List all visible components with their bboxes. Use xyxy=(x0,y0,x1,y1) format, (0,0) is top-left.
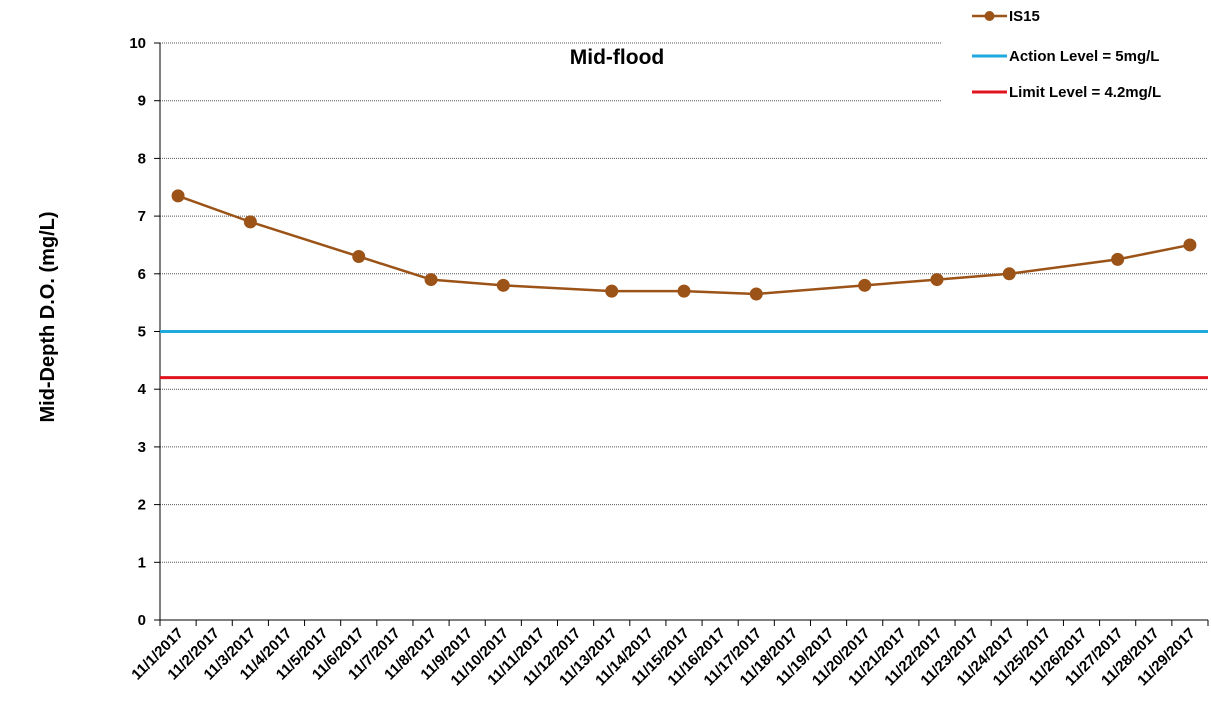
y-tick-label-1: 1 xyxy=(138,554,146,571)
data-point-1 xyxy=(243,215,257,229)
data-point-7 xyxy=(749,287,763,301)
data-point-4 xyxy=(496,278,510,292)
reference-lines xyxy=(160,330,1208,380)
legend-background xyxy=(941,0,1211,118)
y-tick-label-7: 7 xyxy=(138,208,146,225)
chart-title: Mid-flood xyxy=(570,46,664,69)
y-tick-labels: 0 1 2 3 4 5 6 7 8 9 10 xyxy=(129,35,146,629)
data-point-8 xyxy=(858,278,872,292)
y-tick-label-8: 8 xyxy=(138,150,146,167)
y-tick-label-2: 2 xyxy=(138,497,146,514)
data-series xyxy=(171,189,1197,301)
data-point-10 xyxy=(1002,267,1016,281)
y-tick-label-9: 9 xyxy=(138,93,146,110)
legend-label-0: IS15 xyxy=(1009,8,1040,25)
legend: IS15 Action Level = 5mg/L Limit Level = 4.… xyxy=(972,8,1161,101)
axes xyxy=(154,42,1209,626)
y-tick-label-0: 0 xyxy=(138,612,146,629)
y-tick-label-4: 4 xyxy=(138,381,147,398)
data-point-5 xyxy=(605,284,619,298)
data-point-3 xyxy=(424,273,438,287)
gridlines xyxy=(160,42,1208,563)
data-point-12 xyxy=(1183,238,1197,252)
legend-marker-0 xyxy=(984,11,995,21)
data-point-2 xyxy=(352,249,366,263)
data-point-6 xyxy=(677,284,691,298)
legend-label-1: Action Level = 5mg/L xyxy=(1009,48,1159,65)
legend-label-2: Limit Level = 4.2mg/L xyxy=(1009,84,1161,101)
y-tick-label-5: 5 xyxy=(138,324,146,341)
series-line-0 xyxy=(177,194,1191,296)
data-point-11 xyxy=(1111,252,1125,266)
y-tick-label-10: 10 xyxy=(129,35,146,52)
data-point-0 xyxy=(171,189,185,203)
y-tick-label-6: 6 xyxy=(138,266,146,283)
x-tick-labels: 11/1/201711/2/201711/3/201711/4/201711/5… xyxy=(128,625,1198,690)
y-tick-label-3: 3 xyxy=(138,439,146,456)
data-point-9 xyxy=(930,273,944,287)
y-axis-title: Mid-Depth D.O. (mg/L) xyxy=(37,211,59,422)
